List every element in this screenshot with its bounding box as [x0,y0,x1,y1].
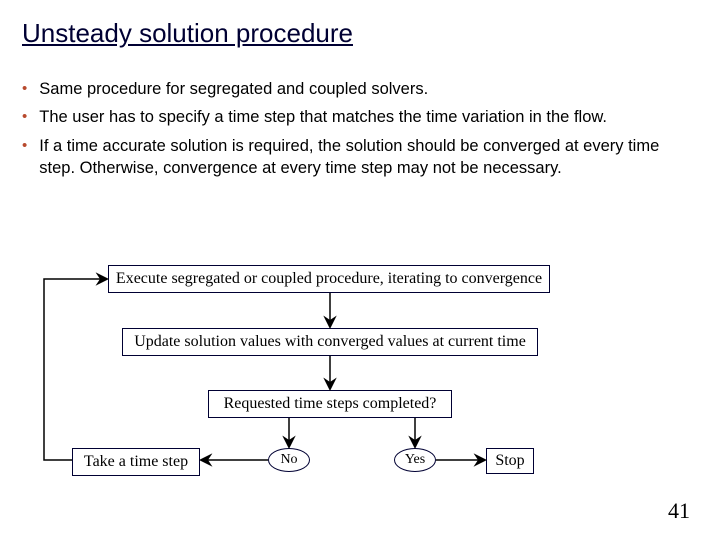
page-number: 41 [668,498,690,524]
flow-arrows [0,0,720,540]
flowchart: Execute segregated or coupled procedure,… [0,0,720,540]
